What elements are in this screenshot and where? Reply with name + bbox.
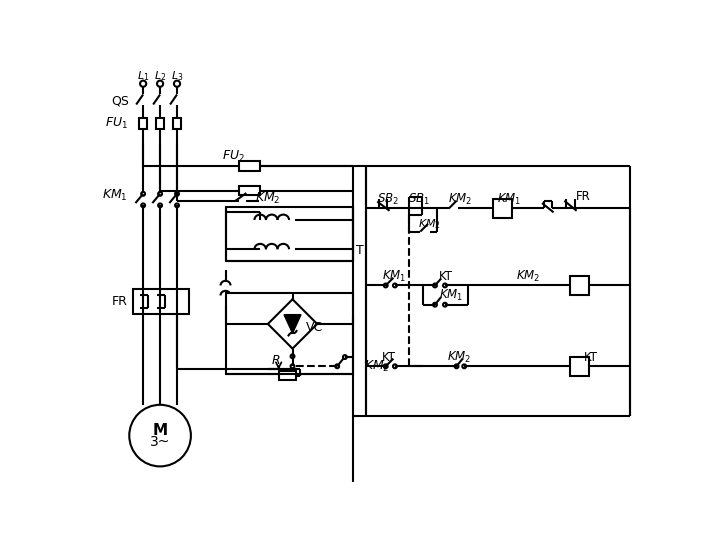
Text: $L_2$: $L_2$ [154, 69, 166, 83]
Circle shape [343, 355, 347, 359]
Circle shape [290, 354, 295, 358]
Circle shape [335, 364, 339, 368]
Bar [570, 276, 589, 295]
Text: $KM_2$: $KM_2$ [447, 349, 471, 365]
Circle shape [174, 81, 180, 87]
Text: T: T [357, 244, 364, 257]
Circle shape [393, 364, 397, 368]
Text: $KM_2$: $KM_2$ [448, 191, 472, 207]
Bar [239, 186, 260, 195]
Circle shape [433, 302, 437, 307]
Circle shape [140, 81, 146, 87]
Bar [226, 293, 352, 374]
Bar [140, 118, 147, 129]
Text: M: M [152, 423, 167, 438]
Bar [226, 207, 352, 261]
Text: KT: KT [439, 270, 453, 283]
Text: $L_1$: $L_1$ [137, 69, 150, 83]
Circle shape [175, 192, 179, 196]
Text: $KM_1$: $KM_1$ [498, 191, 522, 207]
Bar [173, 118, 181, 129]
Circle shape [130, 405, 191, 466]
Text: $L_3$: $L_3$ [171, 69, 183, 83]
Bar [570, 357, 589, 376]
Bar [493, 199, 512, 218]
Circle shape [462, 364, 466, 368]
Text: $KM_2$: $KM_2$ [418, 217, 441, 231]
Text: KT: KT [585, 350, 598, 364]
Bar [133, 289, 189, 314]
Circle shape [393, 284, 397, 287]
Text: $FU_2$: $FU_2$ [221, 149, 245, 164]
Text: $KM_2$: $KM_2$ [255, 191, 281, 206]
Circle shape [443, 302, 447, 307]
Text: FR: FR [112, 295, 127, 308]
Text: $FU_1$: $FU_1$ [105, 116, 127, 130]
Circle shape [175, 204, 179, 207]
Circle shape [454, 364, 459, 368]
Circle shape [158, 204, 162, 207]
Polygon shape [284, 315, 301, 333]
Circle shape [443, 284, 447, 287]
Text: $KM_1$: $KM_1$ [439, 288, 463, 303]
Bar [239, 162, 260, 170]
Circle shape [157, 81, 163, 87]
Circle shape [433, 284, 437, 287]
Text: $KM_2$: $KM_2$ [364, 359, 389, 374]
Text: $SB_2$: $SB_2$ [377, 191, 399, 207]
Text: R: R [271, 354, 280, 367]
Circle shape [290, 364, 295, 368]
Text: $KM_1$: $KM_1$ [102, 188, 127, 203]
Text: QS: QS [111, 95, 130, 108]
Circle shape [384, 284, 387, 287]
Bar [278, 371, 295, 380]
Text: FR: FR [576, 190, 591, 204]
Text: 3~: 3~ [150, 434, 170, 449]
Text: KT: KT [382, 350, 396, 364]
Text: $SB_1$: $SB_1$ [408, 191, 430, 207]
Circle shape [158, 192, 162, 196]
Text: $KM_2$: $KM_2$ [515, 268, 540, 284]
Text: $KM_1$: $KM_1$ [382, 268, 406, 284]
Text: VC: VC [306, 321, 324, 334]
Circle shape [384, 364, 387, 368]
Circle shape [141, 192, 145, 196]
Circle shape [141, 204, 145, 207]
Bar [156, 118, 164, 129]
